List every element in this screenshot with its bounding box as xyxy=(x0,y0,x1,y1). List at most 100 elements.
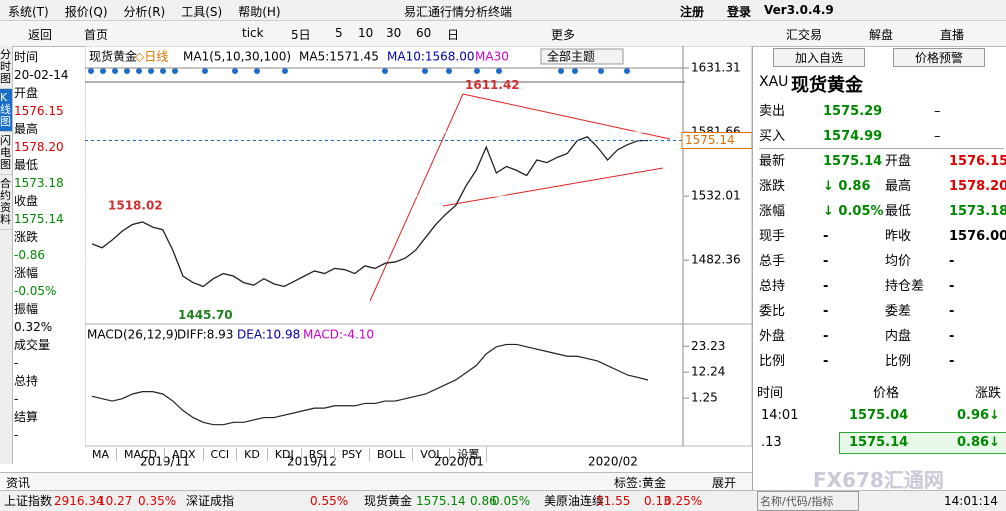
marker-dot xyxy=(232,68,238,74)
last-price-label: 1575.14 xyxy=(685,133,735,147)
indicator-tab[interactable]: PSY xyxy=(335,448,370,461)
row-label: 涨跌 xyxy=(759,179,786,194)
indicator-tab[interactable]: CCI xyxy=(204,448,238,461)
search-box[interactable]: 名称/代码/指标 xyxy=(757,491,859,511)
status-item: 0.13 xyxy=(644,494,671,508)
tool-button[interactable]: 汇交易 xyxy=(786,28,823,42)
indicator-tabs: MA MACD ADX CCI KD KDJ RSI PSY BOLL VOL 设置 xyxy=(85,446,488,462)
tool-button[interactable]: 5 xyxy=(335,26,343,40)
chart-header: MA5:1571.45 xyxy=(299,50,379,64)
row-value: - xyxy=(823,329,829,344)
tool-button[interactable]: tick xyxy=(242,26,264,40)
macd-header: MACD(26,12,9) xyxy=(87,328,178,342)
indicator-tab[interactable]: RSI xyxy=(302,448,335,461)
menu-item[interactable]: 报价(Q) xyxy=(64,5,108,19)
info-value: - xyxy=(14,392,19,406)
symbol-name: 现货黄金 xyxy=(791,75,863,96)
menu-item[interactable]: 分析(R) xyxy=(123,5,166,19)
row-label: 委差 xyxy=(885,304,912,319)
diff-line xyxy=(91,343,649,426)
marker-dot xyxy=(172,68,178,74)
indicator-tab[interactable]: BOLL xyxy=(370,448,414,461)
menu-item[interactable]: 工具(S) xyxy=(181,5,223,19)
quote-row: 外盘 - 内盘 - xyxy=(759,326,1004,348)
chart-header: MA30 xyxy=(475,50,509,64)
row-label: 最低 xyxy=(885,204,912,219)
side-tab[interactable]: 分时图 xyxy=(0,46,12,89)
trend-line xyxy=(462,93,671,140)
marker-dot xyxy=(446,68,452,74)
trade-cell: 1575.14 xyxy=(849,435,909,450)
quote-row: 比例 - 比例 - xyxy=(759,351,1004,373)
row-label: 买入 xyxy=(759,129,786,144)
indicator-tab[interactable]: ADX xyxy=(165,448,204,461)
tool-button[interactable]: 60 xyxy=(416,26,432,40)
news-tab[interactable]: 资讯 xyxy=(6,476,31,490)
indicator-tab[interactable]: KD xyxy=(237,448,268,461)
tool-button[interactable]: 直播 xyxy=(940,28,965,42)
panel-button[interactable]: 加入自选 xyxy=(773,48,865,67)
marker-dot xyxy=(202,68,208,74)
trade-header: 涨跌 xyxy=(975,386,1002,401)
watermark: FX678汇通网 xyxy=(813,468,944,492)
indicator-tab[interactable]: KDJ xyxy=(268,448,302,461)
marker-dot xyxy=(624,68,630,74)
tool-button[interactable]: 首页 xyxy=(84,28,109,42)
theme-button[interactable]: 全部主题 xyxy=(547,49,595,64)
row-value: - xyxy=(823,279,829,294)
tool-button[interactable]: 日 xyxy=(447,28,460,42)
row-value: 1575.14 xyxy=(823,154,883,169)
trade-header: 价格 xyxy=(873,386,900,401)
row-label: 最高 xyxy=(885,179,912,194)
trade-header: 时间 xyxy=(757,386,784,401)
indicator-tab[interactable]: MA xyxy=(85,448,118,461)
info-value: 0.32% xyxy=(14,320,53,334)
macd-header: MACD:-4.10 xyxy=(303,328,374,342)
row-label: 外盘 xyxy=(759,329,786,344)
info-label: 收盘 xyxy=(14,194,39,208)
side-tab[interactable]: K线图 xyxy=(0,89,12,132)
tool-button[interactable]: 解盘 xyxy=(869,28,894,42)
macd-tick-label: 1.25 xyxy=(691,391,718,405)
marker-dot xyxy=(382,68,388,74)
menu-right[interactable]: 登录 xyxy=(727,5,752,19)
tool-button[interactable]: 30 xyxy=(386,26,402,40)
row-value: 1575.29 xyxy=(823,104,883,119)
menu-right[interactable]: 注册 xyxy=(680,5,705,19)
price-tick-label: 1482.36 xyxy=(691,253,741,267)
menu-item[interactable]: 系统(T) xyxy=(8,5,49,19)
indicator-tab[interactable]: 设置 xyxy=(450,446,488,462)
tag: 标签:黄金 xyxy=(614,476,667,490)
menu-item[interactable]: 帮助(H) xyxy=(238,5,281,19)
row-label: 持仓差 xyxy=(885,279,925,294)
status-item: 0.05% xyxy=(492,494,531,508)
side-tab[interactable]: 闪电图 xyxy=(0,132,12,175)
indicator-tab[interactable]: VOL xyxy=(413,448,451,461)
status-item: 10.27 xyxy=(98,494,133,508)
row-dash: – xyxy=(934,104,941,119)
news-bar: 资讯 标签:黄金 展开 xyxy=(0,472,752,490)
tool-button[interactable]: 返回 xyxy=(28,28,53,42)
indicator-tab[interactable]: MACD xyxy=(117,448,165,461)
panel-button[interactable]: 价格预警 xyxy=(893,48,985,67)
row-label: 均价 xyxy=(885,254,912,269)
row-label: 最新 xyxy=(759,154,786,169)
row-value: 1576.00 xyxy=(949,229,1006,244)
info-label: 总持 xyxy=(14,374,39,388)
tool-button[interactable]: 5日 xyxy=(291,28,311,42)
info-label: 最低 xyxy=(14,158,39,172)
menu-right[interactable]: Ver3.0.4.9 xyxy=(764,3,834,17)
date-label: 2019/12 xyxy=(287,455,337,469)
side-tab[interactable]: 合约资料 xyxy=(0,175,12,230)
tool-button[interactable]: 10 xyxy=(358,26,374,40)
row-value: ↓ 0.05% xyxy=(823,204,884,219)
info-column: 时间 20-02-14 开盘 1576.15 最高 1578.20 最低 1573.18 收盘 1… xyxy=(14,48,84,444)
marker-dot xyxy=(282,68,288,74)
marker-dot xyxy=(496,68,502,74)
info-value: -0.05% xyxy=(14,284,57,298)
date-label: 2019/11 xyxy=(140,455,190,469)
peak-label: 1518.02 xyxy=(108,199,163,213)
tool-button[interactable]: 更多 xyxy=(551,28,576,42)
expand[interactable]: 展开 xyxy=(712,476,737,490)
